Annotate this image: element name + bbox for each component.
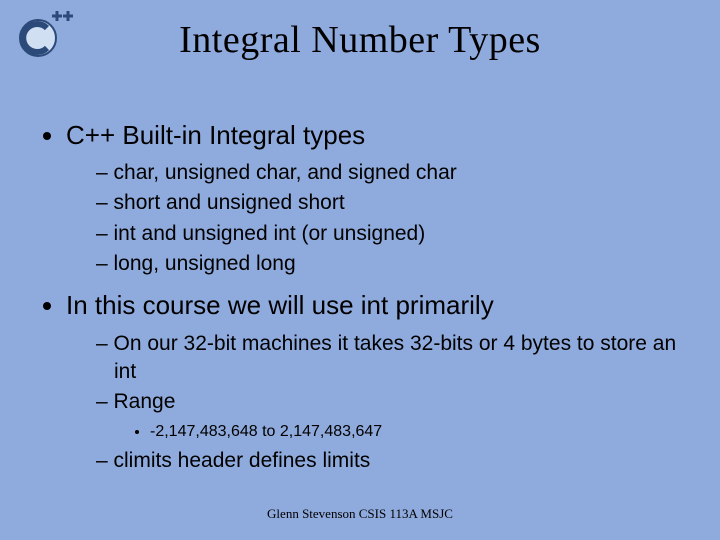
bullet-lvl2: char, unsigned char, and signed char: [96, 159, 680, 187]
slide-title: Integral Number Types: [0, 18, 720, 62]
slide-body: C++ Built-in Integral types char, unsign…: [40, 118, 680, 485]
bullet-lvl3: -2,147,483,648 to 2,147,483,647: [150, 421, 680, 443]
bullet-lvl2: long, unsigned long: [96, 250, 680, 278]
bullet-lvl1: In this course we will use int primarily…: [66, 288, 680, 475]
bullet-lvl2: short and unsigned short: [96, 189, 680, 217]
bullet-lvl2: climits header defines limits: [96, 447, 680, 475]
bullet-lvl2: int and unsigned int (or unsigned): [96, 220, 680, 248]
bullet-text: C++ Built-in Integral types: [66, 120, 365, 150]
bullet-lvl1: C++ Built-in Integral types char, unsign…: [66, 118, 680, 278]
bullet-lvl2: On our 32-bit machines it takes 32-bits …: [96, 330, 680, 387]
bullet-lvl2: Range -2,147,483,648 to 2,147,483,647: [96, 388, 680, 443]
slide-footer: Glenn Stevenson CSIS 113A MSJC: [0, 506, 720, 522]
bullet-text: In this course we will use int primarily: [66, 290, 494, 320]
